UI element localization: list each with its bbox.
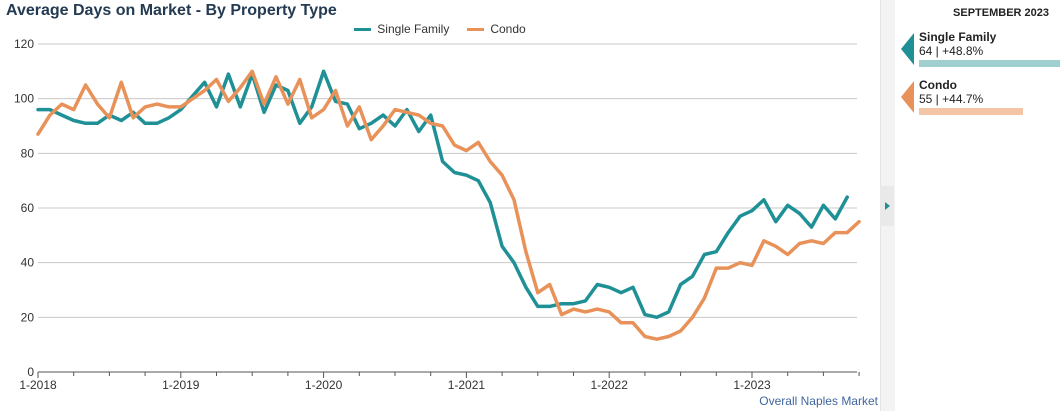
legend-swatch-single-family — [354, 27, 372, 31]
change-bar — [919, 108, 1023, 115]
y-tick-label: 0 — [27, 365, 34, 379]
card-value: 55 | +44.7% — [919, 92, 984, 106]
y-tick-label: 100 — [14, 92, 34, 106]
x-tick-label: 1-2021 — [448, 378, 486, 392]
legend-item-single-family[interactable]: Single Family — [354, 22, 449, 36]
card-value: 64 | +48.8% — [919, 44, 984, 58]
summary-panel: SEPTEMBER 2023 Single Family 64 | +48.8%… — [896, 0, 1061, 411]
y-tick-label: 20 — [21, 310, 35, 324]
legend: Single Family Condo — [0, 22, 880, 36]
legend-item-condo[interactable]: Condo — [467, 22, 526, 36]
y-tick-label: 60 — [21, 201, 35, 215]
series-line-condo — [36, 69, 861, 341]
legend-label-single-family: Single Family — [377, 22, 450, 36]
legend-label-condo: Condo — [490, 22, 526, 36]
marker-arrow-icon — [901, 33, 914, 65]
x-tick-label: 1-2020 — [305, 378, 343, 392]
x-tick-label: 1-2022 — [591, 378, 629, 392]
y-tick-label: 120 — [14, 37, 34, 51]
x-tick-label: 1-2018 — [19, 378, 57, 392]
y-tick-label: 80 — [21, 146, 35, 160]
change-bar — [919, 60, 1060, 67]
legend-swatch-condo — [467, 27, 485, 31]
panel-toggle-button[interactable] — [880, 186, 894, 226]
series-line-single-family — [36, 69, 849, 320]
y-tick-label: 40 — [21, 256, 35, 270]
source-link[interactable]: Overall Naples Market — [759, 394, 878, 408]
panel-date: SEPTEMBER 2023 — [953, 7, 1049, 19]
x-tick-label: 1-2019 — [162, 378, 200, 392]
chart-title: Average Days on Market - By Property Typ… — [6, 2, 337, 19]
marker-arrow-icon — [901, 81, 914, 113]
chevron-right-icon — [884, 202, 890, 210]
x-tick-label: 1-2023 — [733, 378, 771, 392]
line-chart: 0 20 40 60 80 100 120 1-2018 1-2019 1-2020 1-2021 1… — [14, 37, 861, 392]
card-name: Single Family — [919, 30, 997, 44]
card-name: Condo — [919, 78, 957, 92]
